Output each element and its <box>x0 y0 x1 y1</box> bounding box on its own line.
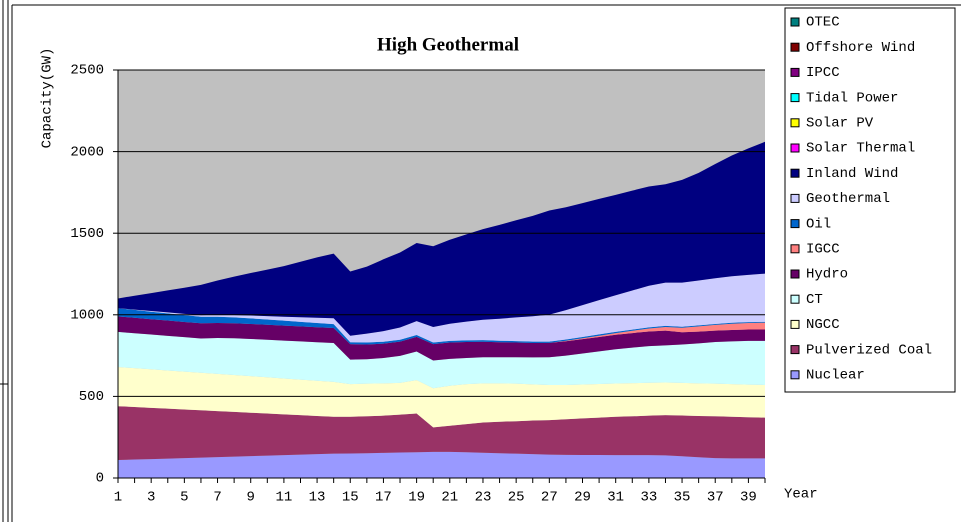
x-tick-label: 23 <box>475 490 492 506</box>
area <box>118 331 765 389</box>
x-tick-label: 9 <box>247 490 255 506</box>
x-tick-label: 19 <box>408 490 425 506</box>
legend-label: Nuclear <box>806 368 865 384</box>
legend-label: Solar Thermal <box>806 141 915 157</box>
x-tick-label: 17 <box>375 490 392 506</box>
legend-swatch <box>790 294 800 304</box>
y-axis-label: Capacity(GW) <box>40 48 56 149</box>
legend-swatch <box>790 244 800 254</box>
area <box>118 406 765 461</box>
x-tick-label: 21 <box>441 490 458 506</box>
legend-swatch <box>790 42 800 52</box>
x-tick-label: 13 <box>309 490 326 506</box>
area <box>118 316 765 361</box>
x-tick-label: 15 <box>342 490 359 506</box>
chart-title: High Geothermal <box>377 34 519 55</box>
legend-swatch <box>790 67 800 77</box>
legend-swatch <box>790 370 800 380</box>
legend-label: Solar PV <box>806 116 874 132</box>
x-tick-label: 3 <box>147 490 155 506</box>
legend-label: NGCC <box>806 317 840 333</box>
y-tick-label: 2000 <box>70 144 104 160</box>
legend-label: Offshore Wind <box>806 40 915 56</box>
legend-swatch <box>790 269 800 279</box>
legend-label: Inland Wind <box>806 166 898 182</box>
legend-swatch <box>790 17 800 27</box>
x-tick-label: 7 <box>213 490 221 506</box>
legend-label: IGCC <box>806 242 840 258</box>
x-tick-label: 37 <box>707 490 724 506</box>
area <box>118 451 765 478</box>
area <box>118 273 765 343</box>
x-tick-label: 1 <box>114 490 122 506</box>
x-tick-label: 11 <box>275 490 292 506</box>
legend-label: Pulverized Coal <box>806 342 932 358</box>
x-tick-label: 35 <box>674 490 691 506</box>
legend-label: Hydro <box>806 267 848 283</box>
legend-label: OTEC <box>806 15 840 31</box>
area <box>118 141 765 336</box>
x-tick-label: 5 <box>180 490 188 506</box>
x-tick-label: 29 <box>574 490 591 506</box>
legend-swatch <box>790 319 800 329</box>
x-tick-label: 31 <box>607 490 624 506</box>
y-tick-label: 500 <box>79 389 104 405</box>
x-tick-label: 27 <box>541 490 558 506</box>
legend-label: Geothermal <box>806 191 890 207</box>
legend-label: Tidal Power <box>806 90 898 106</box>
legend-swatch <box>790 118 800 128</box>
legend-label: IPCC <box>806 65 840 81</box>
legend-swatch <box>790 143 800 153</box>
x-tick-label: 39 <box>740 490 757 506</box>
y-tick-label: 1000 <box>70 308 104 324</box>
legend-swatch <box>790 193 800 203</box>
x-axis-label: Year <box>784 487 818 503</box>
legend-box <box>784 7 956 393</box>
legend-swatch <box>790 93 800 103</box>
y-tick-label: 0 <box>96 471 104 487</box>
legend-label: Oil <box>806 216 831 232</box>
legend-swatch <box>790 168 800 178</box>
x-tick-label: 33 <box>640 490 657 506</box>
area <box>118 316 765 345</box>
y-tick-label: 1500 <box>70 226 104 242</box>
y-tick-label: 2500 <box>70 63 104 79</box>
legend-swatch <box>790 219 800 229</box>
legend-label: CT <box>806 292 823 308</box>
area <box>118 367 765 428</box>
x-tick-label: 25 <box>508 490 525 506</box>
legend-swatch <box>790 345 800 355</box>
